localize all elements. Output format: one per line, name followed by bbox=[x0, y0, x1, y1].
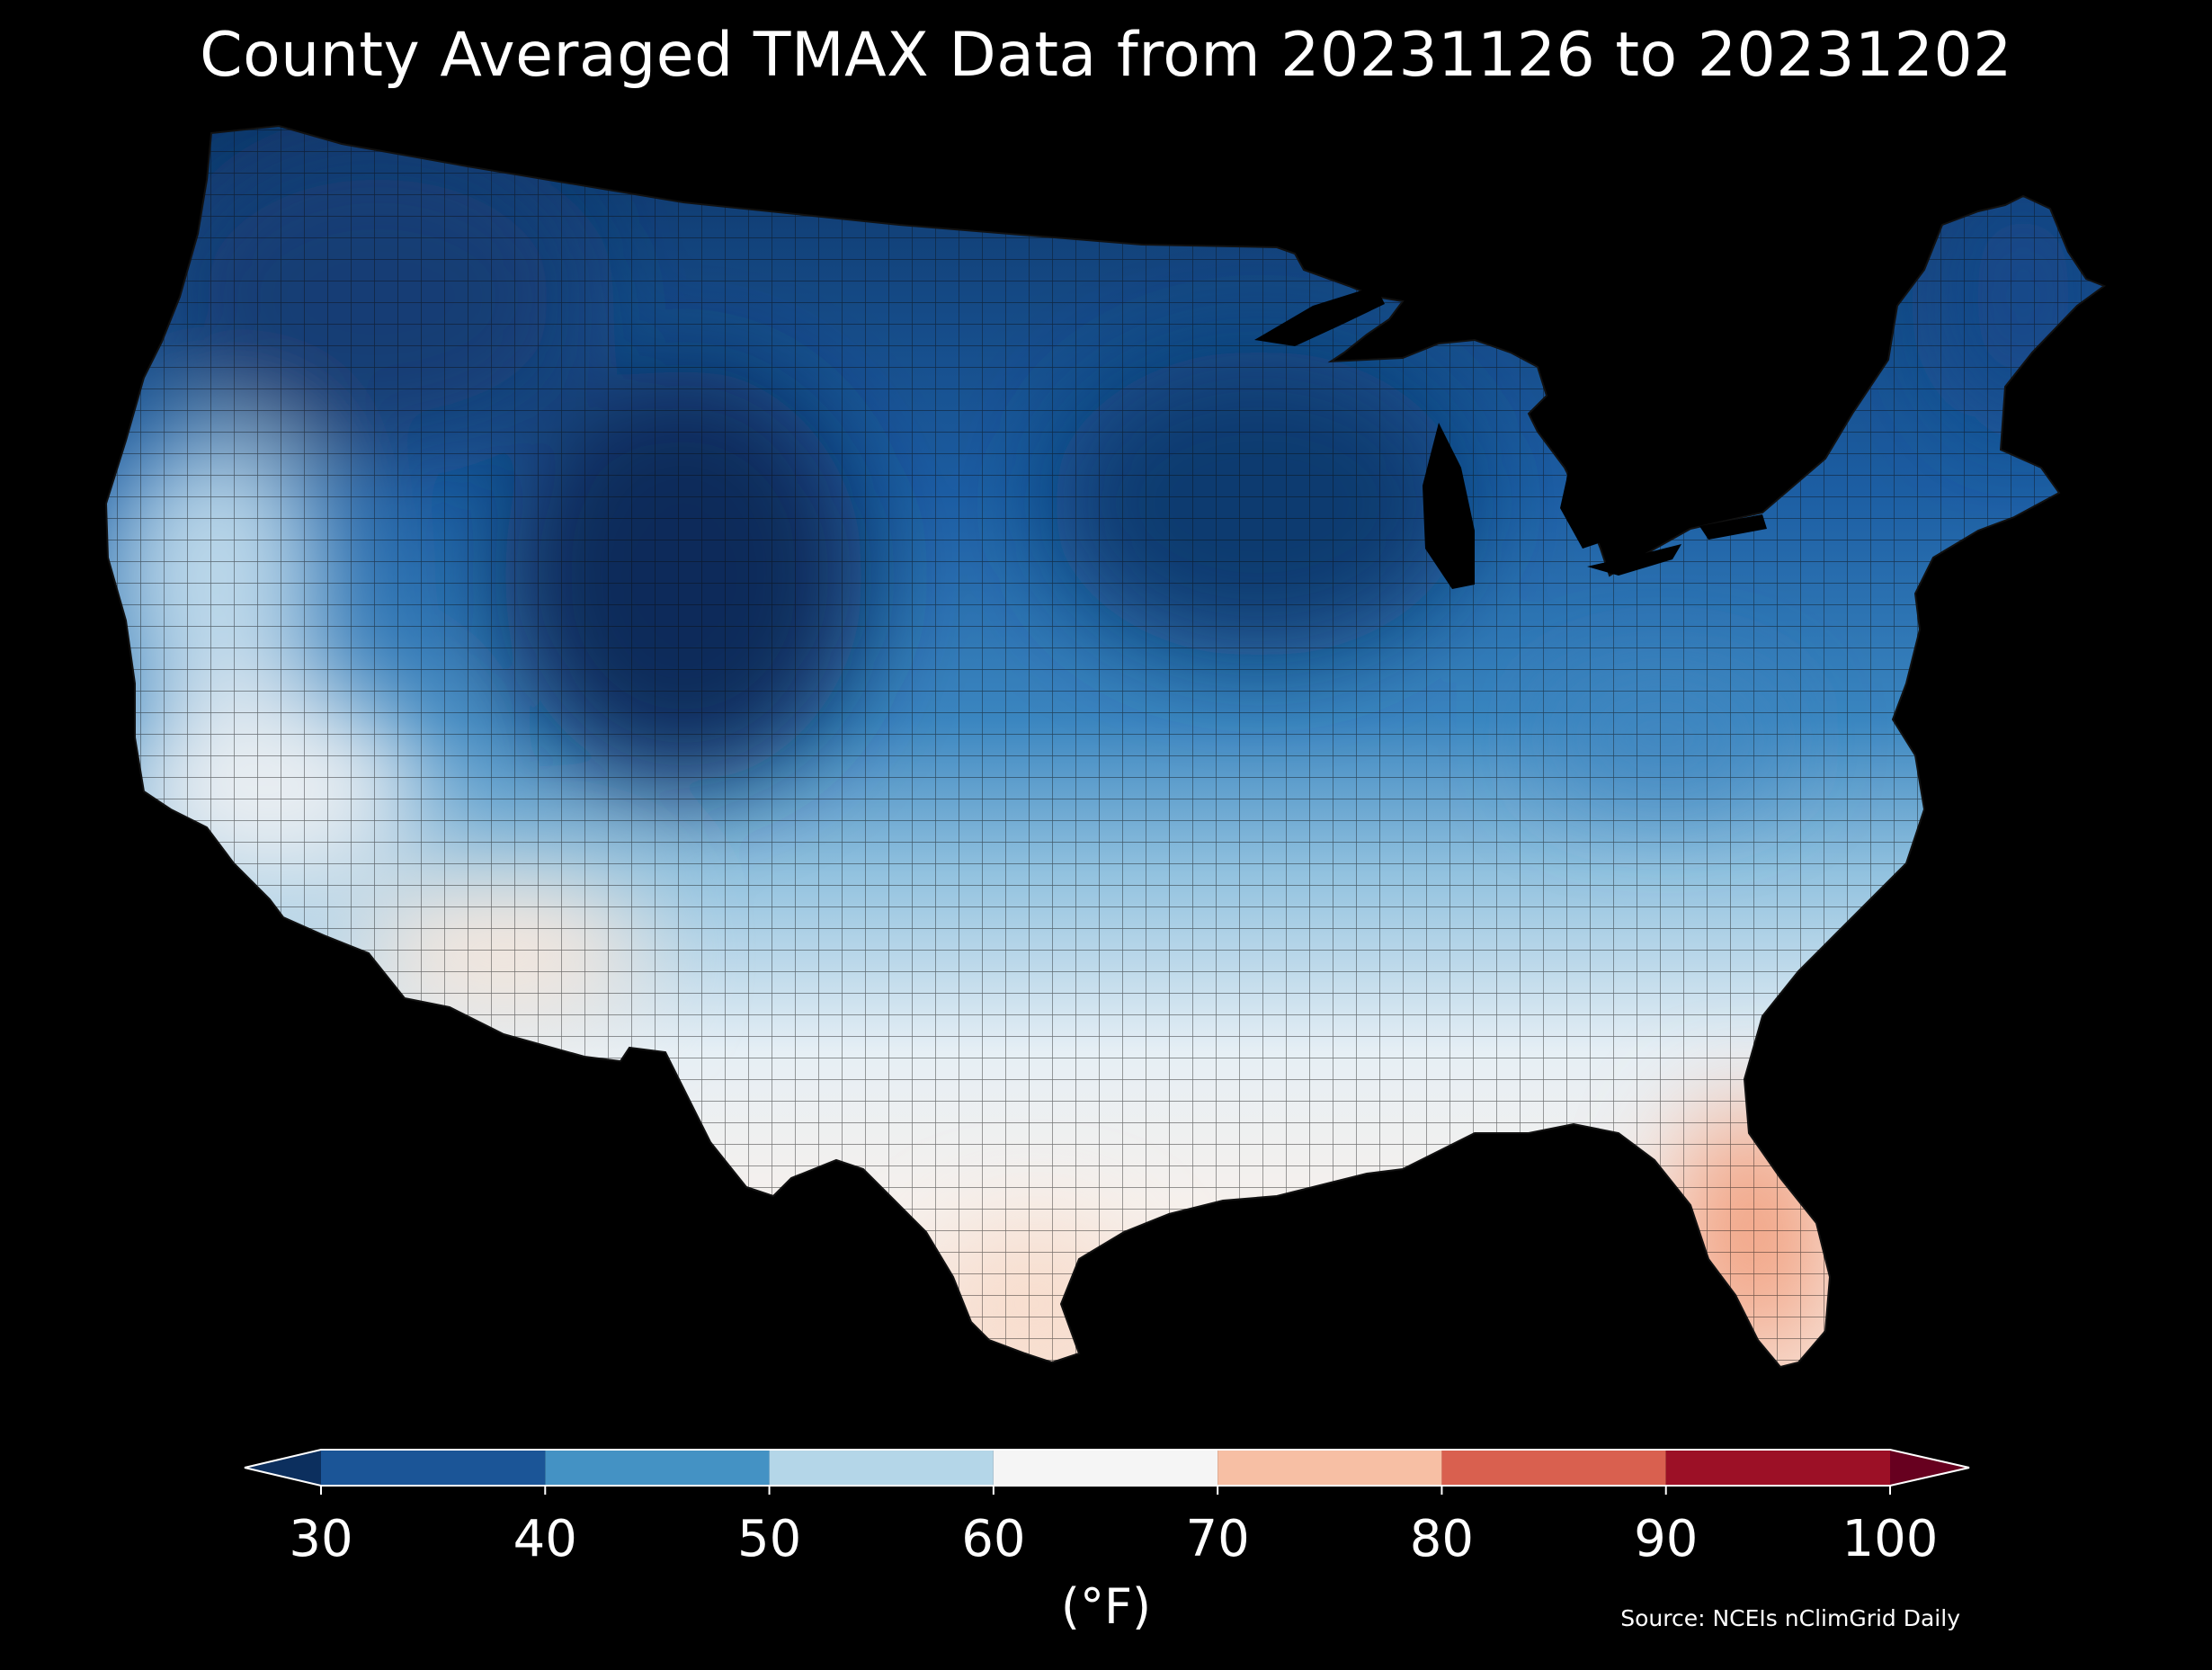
colorbar-tick-label-90: 90 bbox=[1634, 1510, 1698, 1568]
source-credit: Source: NCEIs nClimGrid Daily bbox=[1620, 1605, 1960, 1631]
colorbar-tick-label-40: 40 bbox=[513, 1510, 577, 1568]
lake-erie bbox=[1587, 544, 1681, 576]
colorbar-bin-5 bbox=[1441, 1450, 1666, 1486]
colorbar-bin-2 bbox=[769, 1450, 994, 1486]
colorbar-tick-label-100: 100 bbox=[1842, 1510, 1939, 1568]
colorbar-tick-label-60: 60 bbox=[961, 1510, 1025, 1568]
colorbar-tick-label-30: 30 bbox=[289, 1510, 352, 1568]
colorbar-bin-4 bbox=[1217, 1450, 1442, 1486]
colorbar-under-extend bbox=[245, 1450, 321, 1486]
lake-ontario bbox=[1699, 514, 1767, 540]
map-title: County Averaged TMAX Data from 20231126 … bbox=[200, 20, 2012, 91]
colorbar-tick-label-80: 80 bbox=[1410, 1510, 1474, 1568]
colorbar-over-extend bbox=[1890, 1450, 1969, 1486]
colorbar-tick-label-70: 70 bbox=[1186, 1510, 1250, 1568]
great-lakes bbox=[1254, 286, 1767, 589]
colorbar-bin-3 bbox=[993, 1450, 1218, 1486]
colorbar-tick-label-50: 50 bbox=[737, 1510, 801, 1568]
colorbar-unit-label: (°F) bbox=[1060, 1578, 1152, 1635]
colorbar-bin-1 bbox=[545, 1450, 770, 1486]
lake-huron bbox=[1560, 468, 1610, 549]
lake-michigan bbox=[1423, 423, 1475, 589]
colorbar-bin-6 bbox=[1665, 1450, 1890, 1486]
lake-superior bbox=[1254, 286, 1385, 346]
colorbar-bin-0 bbox=[321, 1450, 546, 1486]
